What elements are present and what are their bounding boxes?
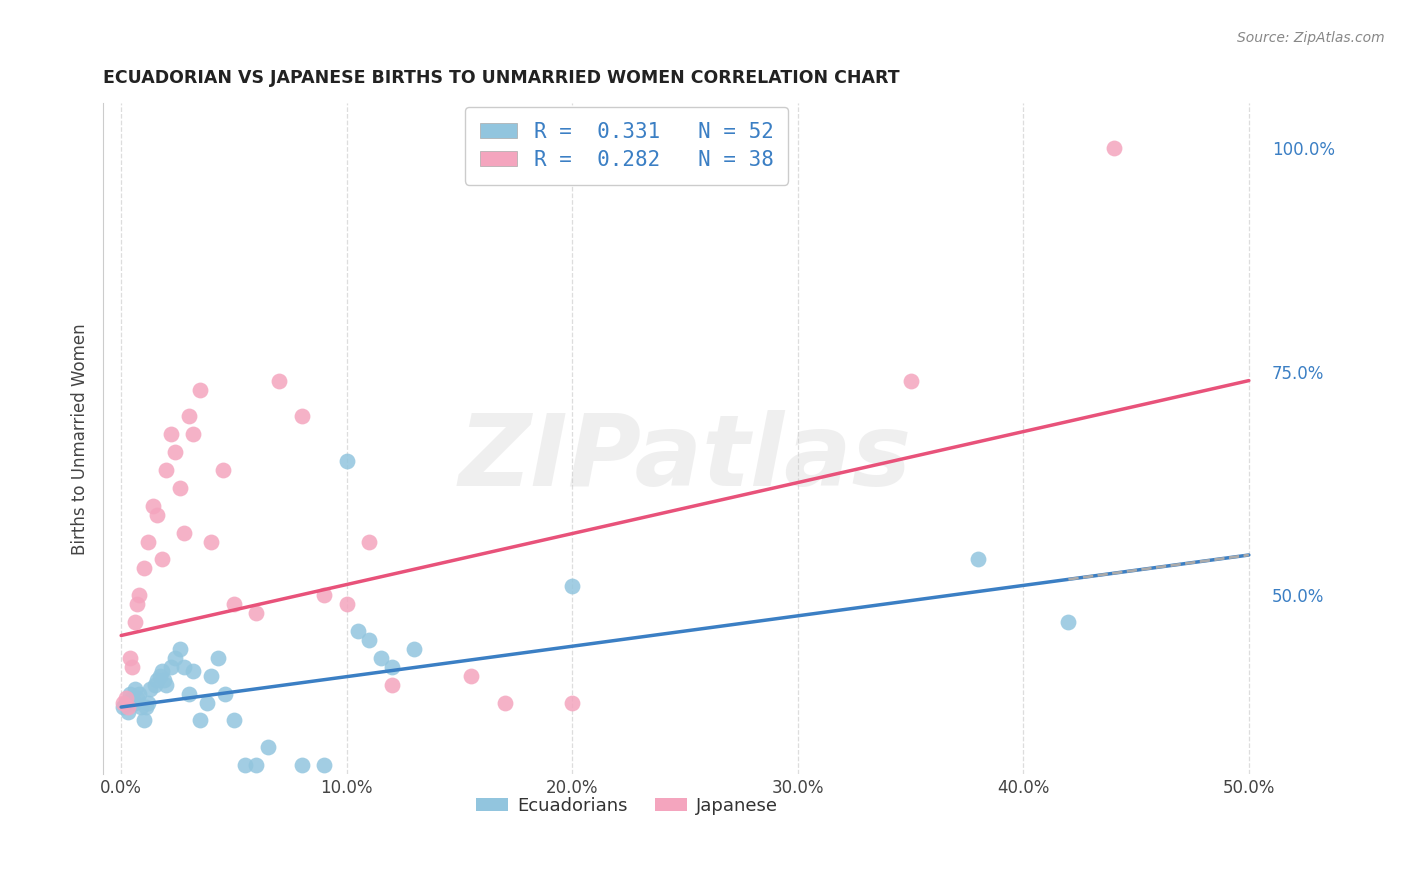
Point: [146, 508, 169, 522]
Point: [146, 673, 169, 688]
Point: [131, 700, 153, 714]
Point: [155, 463, 177, 477]
Point: [561, 696, 583, 710]
Point: [460, 669, 482, 683]
Point: [314, 588, 336, 602]
Point: [222, 714, 245, 728]
Point: [153, 673, 176, 688]
Point: [121, 660, 143, 674]
Point: [124, 682, 146, 697]
Point: [136, 696, 159, 710]
Point: [291, 758, 314, 772]
Point: [967, 552, 990, 566]
Point: [128, 588, 150, 602]
Y-axis label: Births to Unmarried Women: Births to Unmarried Women: [72, 323, 89, 555]
Point: [128, 687, 150, 701]
Point: [188, 714, 211, 728]
Point: [494, 696, 516, 710]
Point: [150, 665, 173, 679]
Point: [1102, 141, 1125, 155]
Point: [183, 427, 205, 442]
Point: [177, 687, 200, 701]
Point: [142, 499, 165, 513]
Point: [148, 669, 170, 683]
Point: [207, 651, 229, 665]
Point: [381, 660, 404, 674]
Point: [165, 651, 187, 665]
Point: [125, 691, 148, 706]
Point: [291, 409, 314, 424]
Point: [245, 606, 267, 620]
Point: [112, 700, 135, 714]
Point: [125, 597, 148, 611]
Point: [222, 597, 245, 611]
Point: [139, 682, 162, 697]
Point: [114, 696, 136, 710]
Point: [165, 445, 187, 459]
Point: [267, 374, 290, 388]
Point: [336, 454, 359, 468]
Point: [150, 552, 173, 566]
Point: [437, 776, 460, 790]
Point: [124, 696, 146, 710]
Point: [112, 696, 135, 710]
Point: [370, 651, 392, 665]
Point: [114, 691, 136, 706]
Point: [183, 665, 205, 679]
Point: [200, 534, 222, 549]
Point: [359, 632, 381, 647]
Point: [381, 678, 404, 692]
Point: [505, 794, 527, 808]
Point: [460, 776, 482, 790]
Point: [900, 374, 922, 388]
Point: [132, 561, 155, 575]
Text: ZIPatlas: ZIPatlas: [458, 410, 911, 508]
Point: [336, 597, 359, 611]
Point: [404, 641, 426, 656]
Point: [1057, 615, 1080, 629]
Point: [173, 660, 195, 674]
Point: [256, 740, 278, 755]
Legend: Ecuadorians, Japanese: Ecuadorians, Japanese: [468, 789, 786, 822]
Point: [159, 660, 181, 674]
Point: [214, 687, 236, 701]
Point: [121, 691, 143, 706]
Point: [173, 525, 195, 540]
Point: [200, 669, 222, 683]
Point: [169, 481, 191, 495]
Point: [120, 651, 142, 665]
Point: [245, 758, 267, 772]
Point: [132, 714, 155, 728]
Point: [120, 687, 142, 701]
Point: [267, 856, 290, 871]
Point: [347, 624, 370, 638]
Point: [314, 758, 336, 772]
Point: [177, 409, 200, 424]
Text: Source: ZipAtlas.com: Source: ZipAtlas.com: [1237, 31, 1385, 45]
Point: [136, 534, 159, 549]
Point: [155, 678, 177, 692]
Point: [169, 641, 191, 656]
Point: [135, 700, 157, 714]
Point: [233, 758, 256, 772]
Point: [159, 427, 181, 442]
Point: [482, 789, 505, 804]
Point: [124, 615, 146, 629]
Point: [195, 696, 218, 710]
Point: [325, 785, 347, 799]
Text: ECUADORIAN VS JAPANESE BIRTHS TO UNMARRIED WOMEN CORRELATION CHART: ECUADORIAN VS JAPANESE BIRTHS TO UNMARRI…: [103, 69, 900, 87]
Point: [143, 678, 166, 692]
Point: [561, 579, 583, 593]
Point: [359, 534, 381, 549]
Point: [117, 705, 139, 719]
Point: [188, 383, 211, 397]
Point: [117, 700, 139, 714]
Point: [211, 463, 233, 477]
